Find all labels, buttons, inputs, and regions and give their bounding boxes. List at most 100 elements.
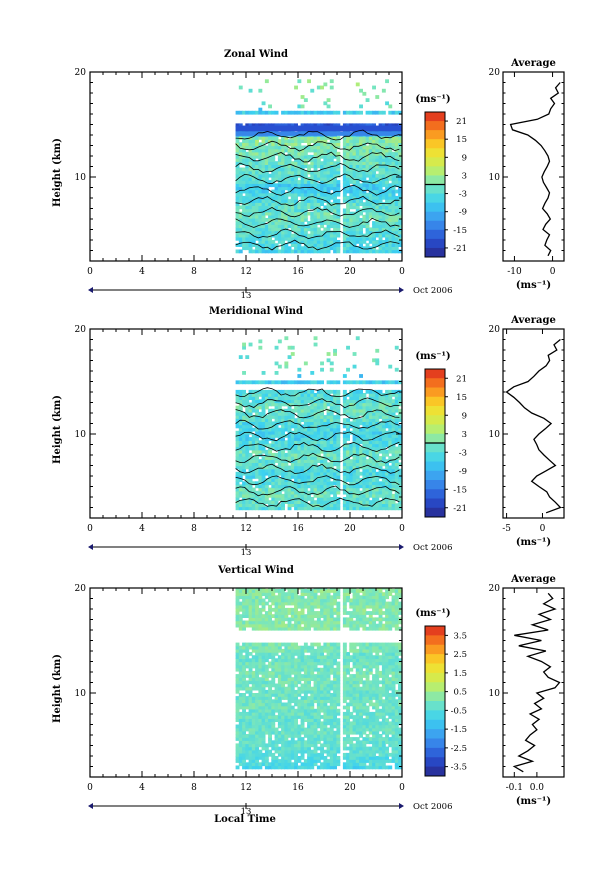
heatmap-cell [333,151,337,156]
heatmap-cell [297,205,302,210]
heatmap-cell [355,493,360,498]
heatmap-cell [294,459,298,463]
contour-lines [235,129,400,251]
heatmap-cell [258,205,263,210]
heatmap-cell [352,249,357,254]
heatmap-cell [320,189,324,194]
heatmap-cell [300,148,305,153]
heatmap-cell [368,161,373,165]
heatmap-cell [316,490,321,495]
heatmap-cell [238,734,243,738]
heatmap-cell [378,192,383,197]
heatmap-cell [274,503,279,508]
heatmap-cell [349,481,354,486]
heatmap-cell [294,452,298,457]
heatmap-cell [235,205,240,210]
heatmap-cell [394,161,399,165]
heatmap-cell [329,734,334,738]
heatmap-cell [394,221,399,225]
heatmap-cell [394,151,399,156]
heatmap-cell [342,430,347,435]
heatmap-cell [268,465,272,470]
heatmap-cell [355,158,360,162]
heatmap-cell [248,214,253,219]
heatmap-cell [329,399,334,404]
heatmap-cell [248,151,253,156]
heatmap-cell [307,749,311,754]
heatmap-cell [372,752,376,757]
heatmap-cell [264,459,269,463]
heatmap-cell [326,183,331,188]
heatmap-cell [355,749,360,754]
heatmap-cell [313,462,318,467]
heatmap-cell [277,221,282,225]
heatmap-cell [235,759,240,763]
heatmap-cell [277,490,282,495]
heatmap-cell [388,218,393,222]
heatmap-cell [307,177,311,181]
heatmap-cell [349,737,354,741]
heatmap-cell [271,249,276,254]
heatmap-cell [307,478,311,482]
heatmap-cell [297,478,302,482]
heatmap-cell [310,765,315,770]
heatmap-cell [245,440,250,445]
heatmap-cell [258,475,263,479]
heatmap-cell [365,740,370,745]
heatmap-cell [323,148,328,153]
heatmap-cell [242,411,246,416]
heatmap-cell [307,737,311,741]
heatmap-cell [235,702,240,707]
heatmap-cell [388,389,393,394]
heatmap-cell [274,737,279,741]
heatmap-cell [300,718,305,722]
heatmap-cell [381,230,386,235]
heatmap-cell [391,493,396,498]
heatmap-cell [261,734,266,738]
heatmap-cell [310,468,315,473]
heatmap-cell [372,497,376,501]
heatmap-cell [297,443,302,448]
heatmap-cell [342,481,347,486]
heatmap-cell [342,249,347,254]
heatmap-cell [277,230,282,235]
heatmap-cell [385,459,389,463]
heatmap-cell [336,183,341,188]
heatmap-cell [316,202,321,206]
heatmap-cell [368,737,373,741]
heatmap-cell [287,427,292,432]
heatmap-cell [245,478,250,482]
heatmap-cell [251,434,256,438]
heatmap-cell [261,421,266,426]
heatmap-cell [287,221,292,225]
heatmap-cell [307,396,311,400]
heatmap-cell [349,765,354,770]
heatmap-cell [255,202,259,206]
heatmap-cell [378,227,383,232]
heatmap-cell [381,711,386,716]
heatmap-cell [336,437,341,441]
heatmap-cell [372,227,376,232]
heatmap-cell [394,218,399,222]
heatmap-cell [277,437,282,441]
heatmap-cell [346,449,350,454]
heatmap-cell [333,389,337,394]
heatmap-cell [261,427,266,432]
heatmap-cell [264,762,269,767]
heatmap-cell [300,123,305,128]
heatmap-cell [258,211,263,216]
heatmap-cell [297,471,302,476]
heatmap-cell [310,211,315,216]
heatmap-cell [378,224,383,229]
heatmap-cell [398,481,402,486]
heatmap-cell [323,145,328,150]
heatmap-cell [274,718,279,722]
heatmap-cell [378,503,383,508]
heatmap-cell [391,151,396,156]
heatmap-cell [375,759,380,763]
heatmap-cell [342,475,347,479]
heatmap-cell [258,148,263,153]
heatmap-cell [355,189,360,194]
heatmap-cell [287,702,292,707]
heatmap-cell [368,148,373,153]
